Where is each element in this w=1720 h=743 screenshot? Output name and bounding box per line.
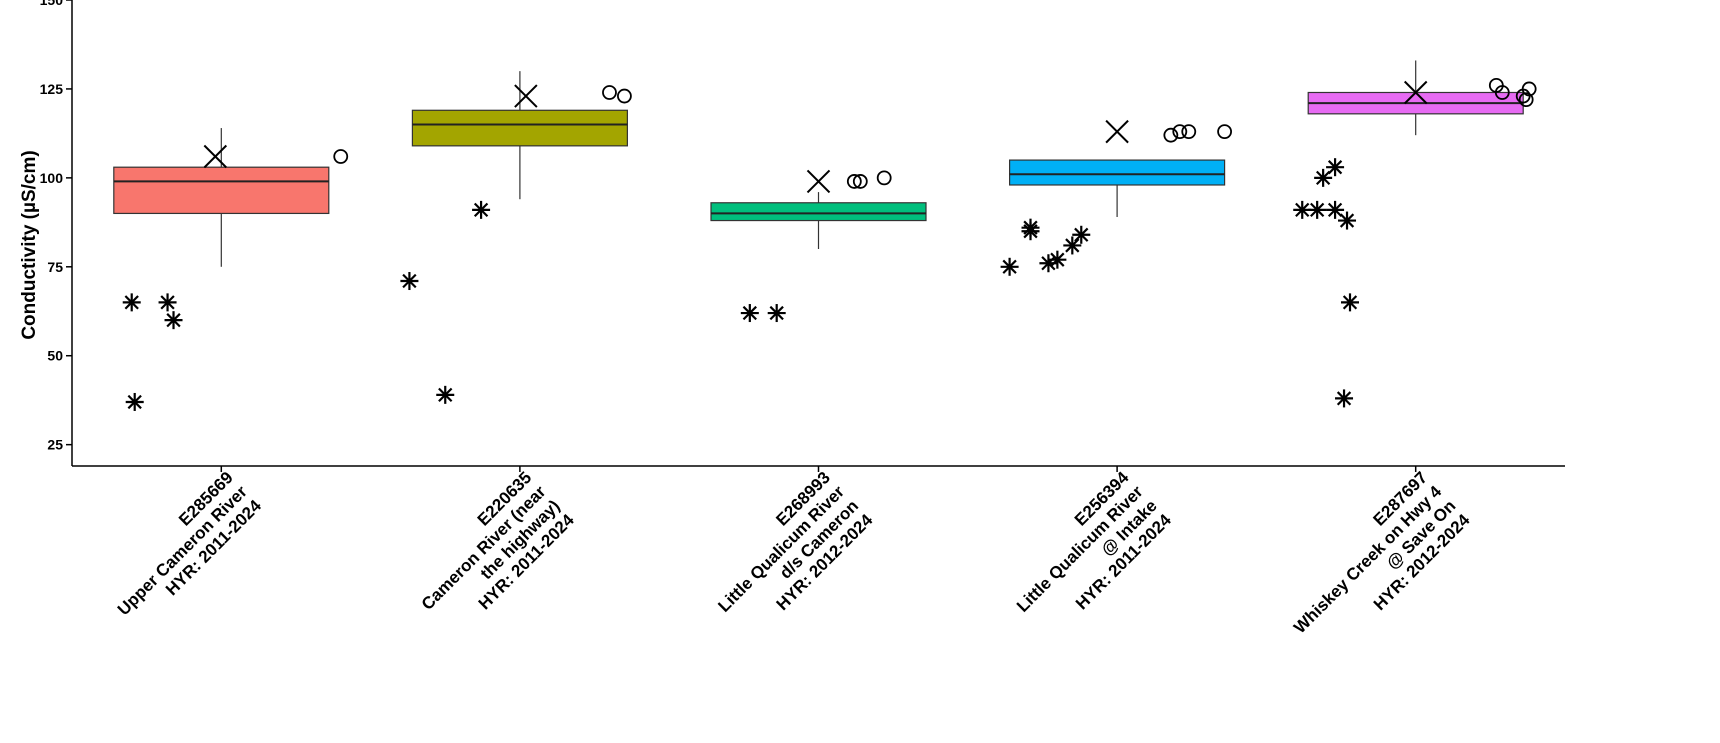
circle-marker (617, 88, 632, 104)
circle-marker (333, 149, 349, 164)
star-stroke (742, 305, 757, 321)
circle-marker (1181, 124, 1197, 140)
star-marker (1308, 200, 1327, 219)
star-marker (1293, 200, 1312, 219)
star-stroke (1041, 256, 1056, 271)
circle-marker (602, 85, 617, 100)
iqr-box (1009, 159, 1226, 186)
star-marker (1335, 389, 1354, 408)
star-stroke (473, 202, 489, 218)
iqr-box (113, 166, 330, 215)
cross-marker (1403, 80, 1428, 105)
box-group (400, 71, 632, 404)
star-stroke (166, 313, 181, 328)
cross-stroke (1403, 80, 1428, 105)
star-marker (158, 293, 177, 312)
star-stroke (1327, 202, 1343, 218)
iqr-box (411, 109, 628, 147)
circle-marker (1521, 81, 1537, 97)
star-marker (1063, 236, 1082, 255)
y-tick-label: 125 (40, 81, 64, 97)
y-tick-label: 25 (47, 437, 63, 453)
star-stroke (1336, 391, 1352, 406)
star-marker (1341, 293, 1360, 312)
y-tick-label: 100 (40, 170, 64, 186)
star-stroke (1295, 202, 1310, 218)
circle-marker (1163, 127, 1179, 143)
cross-marker (203, 144, 228, 169)
iqr-box (710, 202, 927, 222)
star-marker (1000, 257, 1019, 276)
box-group (113, 128, 349, 411)
circle-marker (1172, 124, 1188, 140)
star-stroke (1339, 213, 1355, 228)
cross-stroke (203, 144, 228, 169)
star-stroke (1074, 227, 1089, 242)
y-tick-label: 75 (47, 259, 63, 275)
star-marker (1021, 222, 1040, 241)
cross-stroke (806, 169, 831, 194)
box-series (113, 60, 1537, 472)
circle-marker (852, 174, 868, 189)
star-stroke (1023, 224, 1038, 239)
star-stroke (438, 387, 453, 402)
box-group (710, 169, 927, 323)
cross-stroke (514, 84, 538, 108)
star-marker (436, 385, 455, 404)
star-stroke (1310, 202, 1325, 218)
star-stroke (402, 273, 417, 289)
circle-marker (1217, 124, 1232, 140)
star-stroke (124, 295, 139, 310)
star-marker (125, 392, 144, 411)
star-marker (472, 200, 491, 219)
cross-stroke (1105, 119, 1129, 144)
y-axis-ticks: 25 50 75 100 125 150 (40, 0, 72, 453)
star-stroke (1342, 295, 1358, 310)
cross-marker (1105, 119, 1129, 144)
box-group (1293, 60, 1537, 408)
star-stroke (160, 295, 175, 310)
star-marker (1338, 211, 1357, 230)
star-marker (1326, 200, 1345, 219)
star-marker (164, 311, 183, 330)
circle-marker (1518, 92, 1534, 108)
circle-marker (1494, 85, 1510, 100)
circle-marker (846, 174, 862, 189)
star-stroke (1327, 160, 1343, 175)
star-stroke (1065, 238, 1080, 253)
star-marker (1072, 225, 1091, 244)
cross-marker (806, 169, 831, 194)
star-marker (740, 304, 759, 323)
star-marker (1314, 168, 1333, 187)
star-stroke (127, 394, 142, 410)
star-stroke (1315, 170, 1331, 186)
star-marker (400, 272, 419, 291)
y-axis-title: Conductivity (µS/cm) (19, 150, 40, 339)
category-label-line: Upper Cameron River (114, 482, 251, 619)
star-marker (1326, 158, 1345, 177)
star-marker (1039, 254, 1058, 273)
star-marker (767, 304, 786, 323)
y-tick-label: 150 (40, 0, 64, 8)
cross-marker (514, 84, 538, 108)
star-stroke (769, 305, 784, 321)
star-stroke (1002, 259, 1017, 274)
y-tick-label: 50 (47, 348, 63, 364)
circle-marker (876, 170, 892, 186)
box-group (1000, 119, 1232, 276)
star-marker (122, 293, 141, 312)
